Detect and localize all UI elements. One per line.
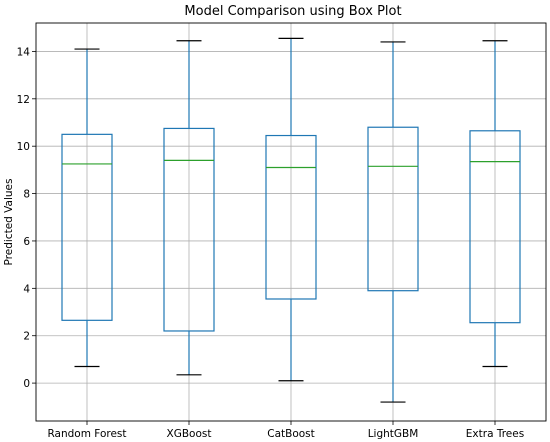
y-tick-label: 0 [23,378,30,390]
iqr-box [265,134,317,300]
x-tick-label: Random Forest [47,428,126,440]
iqr-box [61,133,113,321]
box-xgboost [163,40,215,376]
x-tick-label: Extra Trees [466,428,524,440]
box-lightgbm [367,41,419,403]
x-tick-label: XGBoost [167,428,212,440]
y-tick-label: 10 [17,141,30,153]
box-random-forest [61,48,113,368]
y-tick-label: 2 [23,331,30,343]
axes: 0 2 4 6 8 10 12 14 Random Forest XGBoost CatBoost L… [17,22,547,440]
y-tick-label: 8 [23,189,30,201]
y-tick-label: 4 [23,283,30,295]
iqr-box [469,130,521,324]
y-tick-label: 6 [23,236,30,248]
x-tick-label: CatBoost [267,428,315,440]
iqr-box [163,127,215,332]
box-extra-trees [469,40,521,368]
x-tick-label: LightGBM [368,428,419,440]
plot-frame [35,22,547,422]
y-tick-label: 12 [17,94,30,106]
box-catboost [265,37,317,382]
iqr-box [367,126,419,292]
chart-title: Model Comparison using Box Plot [184,4,401,19]
y-tick-label: 14 [17,46,31,58]
y-axis-label: Predicted Values [3,179,15,266]
box-series [61,37,521,403]
